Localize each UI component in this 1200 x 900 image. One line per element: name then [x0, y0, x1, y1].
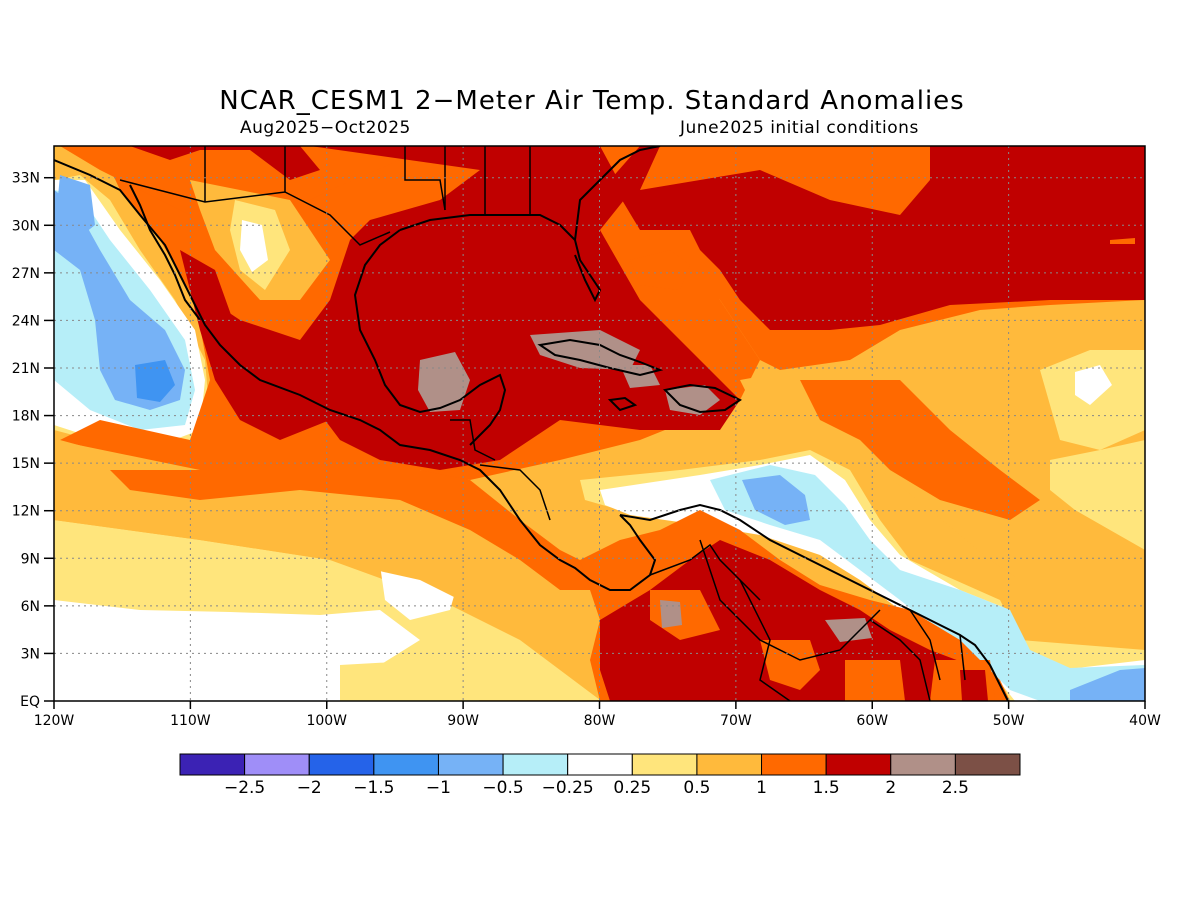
- grid-lines: [54, 146, 1145, 701]
- lon-label: 100W: [306, 713, 347, 729]
- colorbar-swatch: [825, 753, 892, 776]
- colorbar-swatch: [696, 753, 763, 776]
- colorbar-label: −1: [426, 778, 451, 798]
- colorbar-swatch: [244, 753, 310, 776]
- colorbar-label: 2.5: [942, 778, 969, 798]
- lat-label: 33N: [12, 171, 40, 187]
- colorbar-label: 2: [885, 778, 896, 798]
- lon-label: 110W: [170, 713, 211, 729]
- lat-label: 18N: [12, 409, 40, 425]
- colorbar-swatch: [631, 753, 698, 776]
- lon-label: 60W: [856, 713, 888, 729]
- colorbar-swatch: [308, 753, 375, 776]
- colorbar-swatch: [954, 753, 1021, 776]
- colorbar-swatch: [179, 753, 246, 776]
- lon-label: 90W: [447, 713, 479, 729]
- lon-label: 80W: [584, 713, 616, 729]
- longitude-labels: 120W 110W 100W 90W 80W 70W 60W 50W 40W: [34, 701, 1161, 729]
- lat-label: 12N: [12, 504, 40, 520]
- colorbar-swatch: [373, 753, 439, 776]
- colorbar-label: 0.25: [613, 778, 651, 798]
- forecast-period: Aug2025−Oct2025: [240, 118, 411, 138]
- colorbar-swatch: [761, 753, 827, 776]
- map-title: NCAR_CESM1 2−Meter Air Temp. Standard An…: [219, 86, 965, 116]
- latitude-labels: EQ 3N 6N 9N 12N 15N 18N 21N 24N 27N 30N 33N: [12, 171, 54, 710]
- lat-label: 27N: [12, 266, 40, 282]
- initial-conditions: June2025 initial conditions: [680, 118, 919, 138]
- lat-label: 6N: [21, 599, 40, 615]
- colorbar-swatch: [437, 753, 504, 776]
- colorbar-label: −0.25: [542, 778, 594, 798]
- lon-label: 70W: [720, 713, 752, 729]
- colorbar-swatch: [567, 753, 633, 776]
- lat-label: 24N: [12, 313, 40, 329]
- lat-label: 9N: [21, 551, 40, 567]
- lat-label: 15N: [12, 456, 40, 472]
- coastlines: [54, 146, 1009, 701]
- colorbar-label: 1.5: [813, 778, 840, 798]
- lon-label: 50W: [993, 713, 1025, 729]
- colorbar-swatch: [502, 753, 569, 776]
- colorbar-labels: −2.5 −2 −1.5 −1 −0.5 −0.25 0.25 0.5 1 1.5 2 2.5: [224, 778, 969, 798]
- colorbar: [179, 753, 1021, 776]
- lon-label: 120W: [34, 713, 75, 729]
- colorbar-label: −0.5: [482, 778, 523, 798]
- borders: [119, 146, 966, 701]
- colorbar-label: 1: [756, 778, 767, 798]
- colorbar-label: −1.5: [353, 778, 394, 798]
- lat-label: 30N: [12, 218, 40, 234]
- colorbar-label: 0.5: [683, 778, 710, 798]
- lat-label: 3N: [21, 646, 40, 662]
- lat-label: 21N: [12, 361, 40, 377]
- lat-label: EQ: [20, 694, 40, 710]
- colorbar-swatch: [890, 753, 956, 776]
- colorbar-label: −2.5: [224, 778, 265, 798]
- lon-label: 40W: [1129, 713, 1161, 729]
- colorbar-label: −2: [297, 778, 322, 798]
